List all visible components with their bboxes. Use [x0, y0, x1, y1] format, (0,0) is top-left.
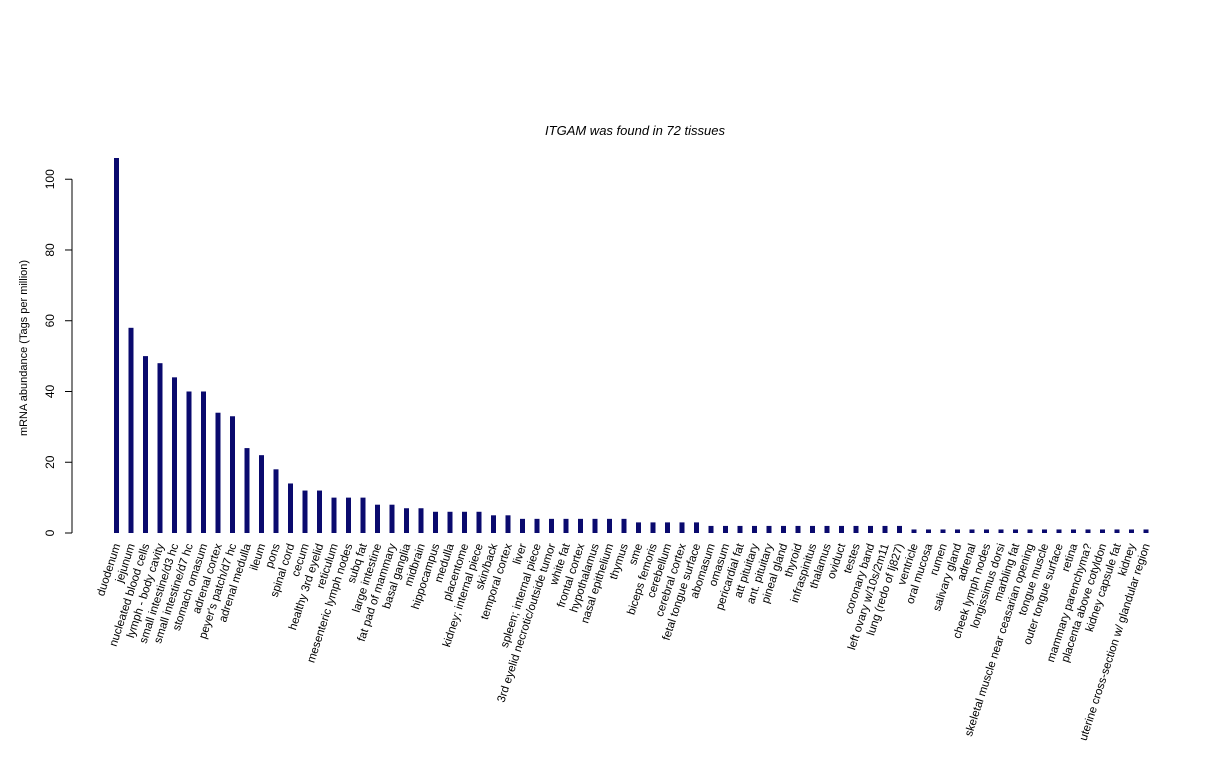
- y-tick-label: 60: [43, 314, 57, 328]
- bar: [346, 497, 351, 533]
- bar: [244, 448, 250, 533]
- bar: [404, 508, 409, 533]
- bar: [476, 511, 482, 533]
- bar: [882, 525, 888, 533]
- bar: [708, 525, 714, 533]
- bar: [520, 518, 525, 533]
- bar: [462, 511, 467, 533]
- bar: [621, 518, 627, 533]
- bar: [853, 525, 859, 533]
- bars: [114, 158, 1149, 533]
- y-tick-label: 20: [43, 455, 57, 469]
- y-tick-label: 40: [43, 384, 57, 398]
- bar: [694, 522, 699, 533]
- bar: [128, 327, 134, 533]
- bar: [549, 518, 554, 533]
- bar: [563, 518, 569, 533]
- bar: [969, 529, 975, 533]
- bar: [433, 511, 438, 533]
- y-tick-label: 0: [43, 529, 57, 536]
- bar: [1027, 529, 1033, 533]
- bar: [984, 529, 989, 533]
- bar: [1129, 529, 1134, 533]
- bar: [810, 525, 815, 533]
- bar: [331, 497, 337, 533]
- y-tick-label: 80: [43, 243, 57, 257]
- bar: [607, 518, 612, 533]
- bar: [1042, 529, 1047, 533]
- bar: [534, 518, 540, 533]
- chart-title: ITGAM was found in 72 tissues: [545, 123, 725, 138]
- bar: [897, 525, 902, 533]
- bar: [824, 525, 830, 533]
- bar: [302, 490, 308, 533]
- bar: [940, 529, 946, 533]
- bar: [578, 518, 583, 533]
- bar: [215, 412, 221, 533]
- bar: [665, 522, 670, 533]
- bar: [1013, 529, 1018, 533]
- bar: [998, 529, 1004, 533]
- y-axis-label: mRNA abundance (Tags per million): [18, 260, 30, 436]
- bar: [737, 525, 743, 533]
- bar: [273, 469, 279, 533]
- bar: [1071, 529, 1076, 533]
- bar: [375, 504, 380, 533]
- bar: [259, 455, 264, 533]
- bar: [114, 158, 119, 533]
- y-axis: 0 20 40 60 80 100: [43, 169, 73, 536]
- bar: [157, 363, 163, 533]
- bar: [636, 522, 641, 533]
- bar: [447, 511, 453, 533]
- bar: [1143, 529, 1149, 533]
- bar: [752, 525, 757, 533]
- bar: [418, 508, 424, 533]
- bar: [766, 525, 772, 533]
- bar: [955, 529, 960, 533]
- bar: [1100, 529, 1105, 533]
- y-tick-label: 100: [43, 169, 57, 189]
- bar: [795, 525, 801, 533]
- bar: [172, 377, 177, 533]
- bar: [723, 525, 728, 533]
- bar: [911, 529, 917, 533]
- bar: [186, 391, 192, 533]
- bar: [868, 525, 873, 533]
- bar: [201, 391, 206, 533]
- bar: [505, 515, 511, 533]
- bar: [592, 518, 598, 533]
- bar: [650, 522, 656, 533]
- bar: [491, 515, 496, 533]
- bar: [839, 525, 844, 533]
- bar: [926, 529, 931, 533]
- bar: [1114, 529, 1120, 533]
- bar: [679, 522, 685, 533]
- bar: [389, 504, 395, 533]
- bar: [288, 483, 293, 533]
- bar: [781, 525, 786, 533]
- bar: [360, 497, 366, 533]
- bar: [1085, 529, 1091, 533]
- bar: [230, 416, 235, 533]
- bar: [317, 490, 322, 533]
- bar: [1056, 529, 1062, 533]
- bar: [143, 356, 148, 533]
